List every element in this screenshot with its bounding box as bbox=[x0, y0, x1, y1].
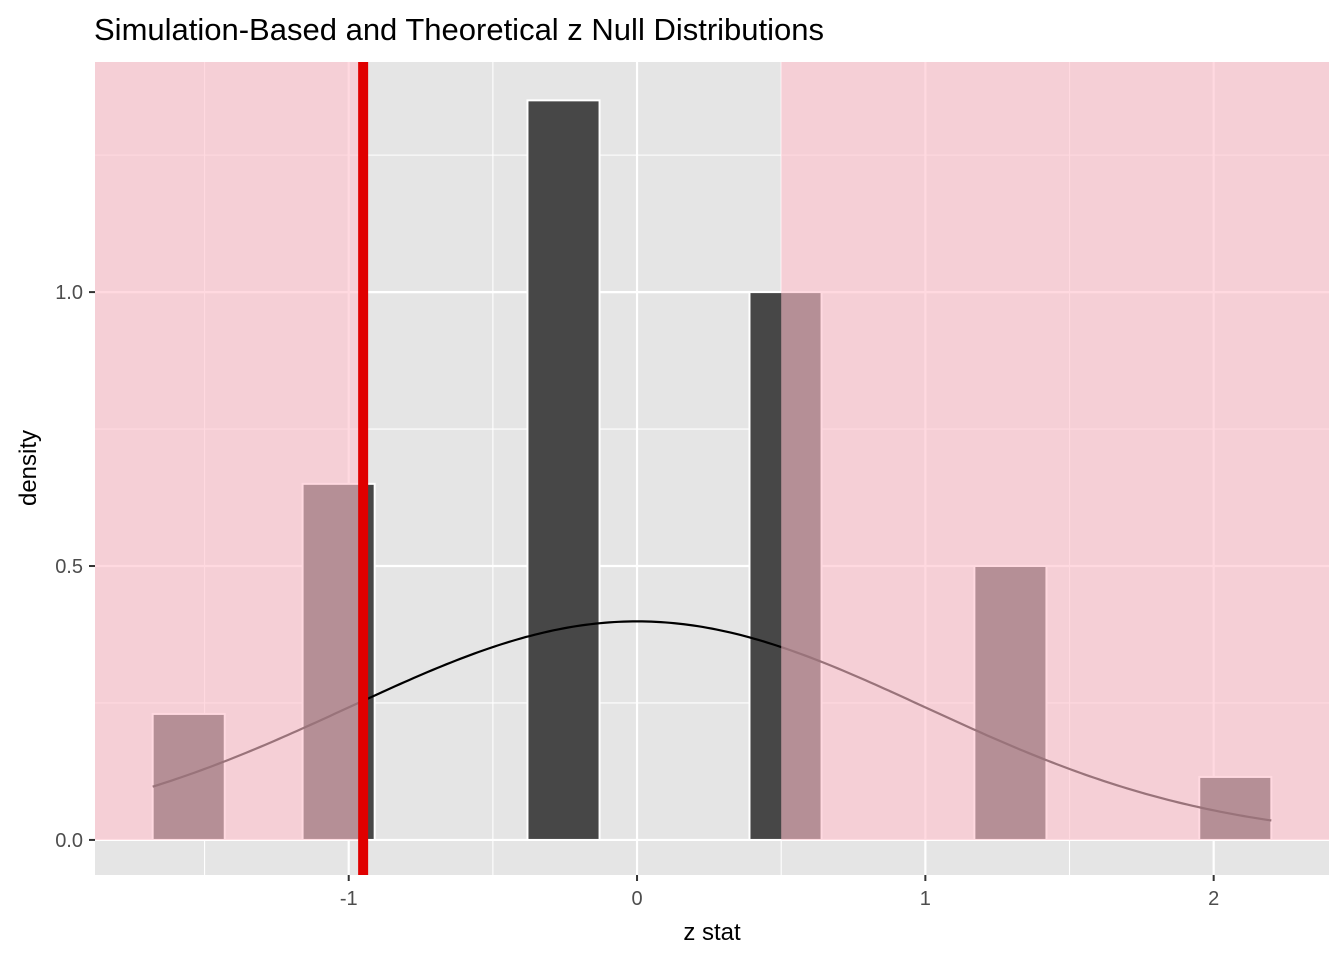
shaded-region bbox=[781, 62, 1329, 840]
x-tick-label: 1 bbox=[920, 888, 931, 910]
y-tick-label: 1.0 bbox=[55, 282, 83, 304]
chart-title: Simulation-Based and Theoretical z Null … bbox=[94, 12, 824, 47]
y-tick-label: 0.5 bbox=[55, 556, 83, 578]
x-tick-label: -1 bbox=[340, 888, 358, 910]
x-axis: -1 0 1 2 bbox=[340, 875, 1219, 910]
shaded-p-value-regions bbox=[95, 62, 1329, 840]
y-tick-label: 0.0 bbox=[55, 830, 83, 852]
y-axis-title: density bbox=[15, 430, 42, 506]
x-tick-label: 0 bbox=[631, 888, 642, 910]
shaded-region bbox=[95, 62, 364, 840]
x-tick-label: 2 bbox=[1208, 888, 1219, 910]
y-axis: 0.0 0.5 1.0 bbox=[55, 282, 95, 852]
histogram-bar bbox=[526, 99, 601, 841]
x-axis-title: z stat bbox=[683, 919, 741, 946]
